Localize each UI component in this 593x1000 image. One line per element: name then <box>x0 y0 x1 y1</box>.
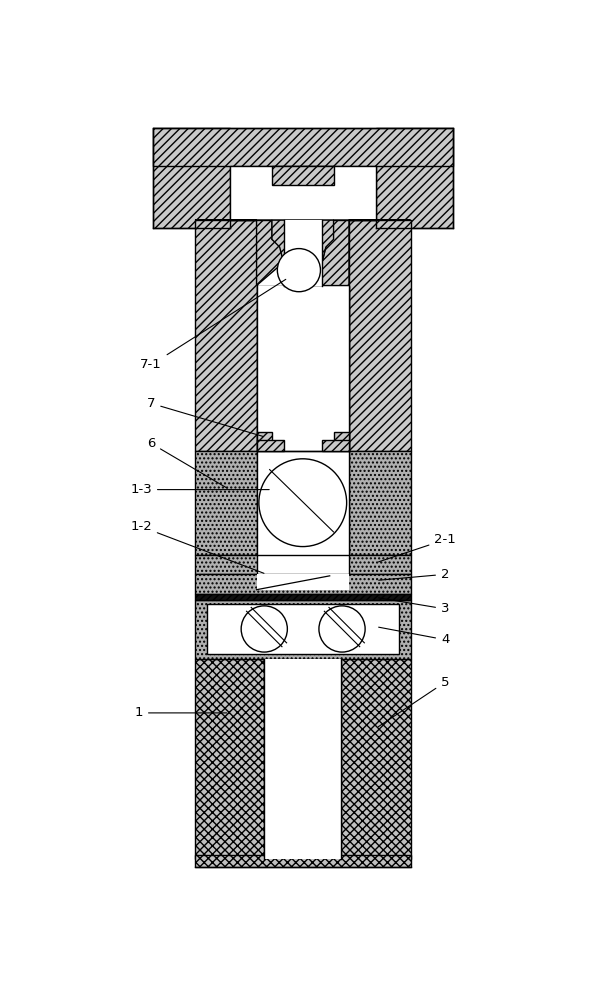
Text: 3: 3 <box>379 598 449 615</box>
Bar <box>229 166 376 220</box>
Bar <box>195 574 410 594</box>
Text: 2: 2 <box>379 568 449 581</box>
Polygon shape <box>195 220 283 286</box>
Bar <box>322 440 349 451</box>
Text: 6: 6 <box>147 437 227 488</box>
Bar <box>333 432 349 441</box>
Bar <box>195 220 257 451</box>
Bar <box>195 451 257 555</box>
Bar <box>349 451 410 555</box>
Bar <box>257 286 349 451</box>
Text: 4: 4 <box>379 627 449 646</box>
Circle shape <box>241 606 288 652</box>
Bar <box>272 166 333 185</box>
Bar <box>195 600 410 659</box>
Text: 1-3: 1-3 <box>130 483 269 496</box>
Circle shape <box>259 459 347 547</box>
Text: 7-1: 7-1 <box>140 279 286 371</box>
Bar <box>257 574 349 590</box>
Polygon shape <box>272 220 333 286</box>
Polygon shape <box>322 220 410 286</box>
Bar <box>283 220 322 286</box>
Bar <box>349 555 410 574</box>
Bar <box>195 855 410 867</box>
Bar <box>257 451 349 555</box>
Circle shape <box>319 606 365 652</box>
Text: 2-1: 2-1 <box>378 533 456 562</box>
Bar <box>152 128 229 228</box>
Text: 7: 7 <box>147 397 263 436</box>
Circle shape <box>278 249 320 292</box>
Bar <box>257 440 283 451</box>
Bar <box>206 604 399 654</box>
Text: 1: 1 <box>135 706 227 719</box>
Bar <box>264 659 341 859</box>
Text: 1-2: 1-2 <box>130 520 264 573</box>
Bar <box>341 659 410 859</box>
Bar <box>322 286 349 451</box>
Bar <box>152 128 453 166</box>
Bar <box>257 286 283 451</box>
Bar <box>195 659 264 859</box>
Bar <box>349 220 410 451</box>
Bar <box>257 432 272 441</box>
Bar <box>376 128 453 228</box>
Bar <box>195 594 410 600</box>
Text: 5: 5 <box>378 676 449 727</box>
Bar <box>195 555 257 574</box>
